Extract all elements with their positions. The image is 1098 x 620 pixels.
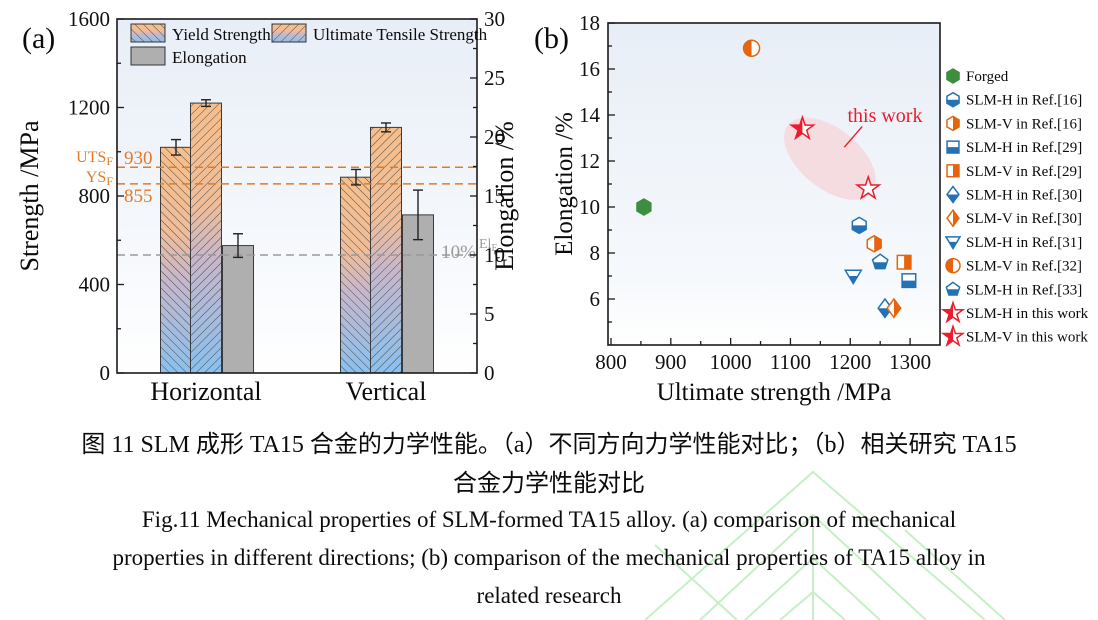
xtick-b: 900 bbox=[655, 350, 687, 374]
ytick-right: 10 bbox=[484, 243, 505, 267]
legend-icon-slm-h-in-ref-16- bbox=[946, 91, 960, 108]
ref-value-930: 930 bbox=[124, 148, 153, 169]
scatter-points bbox=[636, 39, 917, 319]
legend-a: Yield Strength Ultimate Tensile Strength E… bbox=[130, 23, 488, 67]
caption-zh-line2: 合金力学性能对比 bbox=[453, 471, 645, 497]
ticks-a bbox=[117, 18, 477, 374]
ytick-right: 0 bbox=[484, 361, 495, 385]
legend-icon-slm-h-in-ref-30- bbox=[946, 185, 960, 204]
ref-value-855: 855 bbox=[124, 186, 153, 207]
ytick-right: 5 bbox=[484, 302, 495, 326]
legend-icon-slm-v-in-ref-29- bbox=[946, 164, 960, 178]
point-slm-h-in-ref-16- bbox=[851, 216, 867, 235]
point-slm-v-in-ref-29- bbox=[896, 254, 912, 270]
ref-label-10pct: 10% bbox=[441, 242, 476, 263]
ytick-b: 10 bbox=[579, 195, 600, 219]
ytick-b: 18 bbox=[579, 11, 600, 35]
ytick-right: 25 bbox=[484, 66, 505, 90]
category-horizontal: Horizontal bbox=[150, 377, 261, 406]
bars bbox=[160, 102, 434, 374]
panel-label-a: (a) bbox=[22, 22, 55, 55]
legend-icon-slm-h-in-this-work bbox=[940, 300, 966, 324]
ytick-b: 6 bbox=[590, 287, 601, 311]
legend-icon-slm-v-in-ref-16- bbox=[946, 115, 960, 132]
point-slm-h-in-ref-31- bbox=[843, 269, 863, 286]
annotation-this-work: this work bbox=[847, 105, 922, 127]
ytick-right: 30 bbox=[484, 7, 505, 31]
legend-icon-slm-h-in-ref-31- bbox=[944, 236, 962, 251]
legend-icon-slm-v-in-ref-30- bbox=[946, 208, 960, 228]
point-slm-v-in-this-work bbox=[788, 114, 816, 141]
legend-label-elongation: Elongation bbox=[172, 48, 247, 67]
ytick-left: 800 bbox=[79, 184, 111, 208]
caption-zh-line1: 图 11 SLM 成形 TA15 合金的力学性能。（a）不同方向力学性能对比；（… bbox=[81, 432, 1017, 458]
ytick-b: 12 bbox=[579, 149, 600, 173]
legend-icon-slm-v-in-ref-32- bbox=[945, 257, 961, 274]
ytick-b: 14 bbox=[579, 103, 601, 127]
legend-label-yield: Yield Strength bbox=[172, 25, 271, 44]
axis-title-elongation-a: Elongation /% bbox=[490, 121, 519, 270]
ytick-right: 20 bbox=[484, 125, 505, 149]
chart-a-bar-chart: UTSF 930 YSF 855 10% ElF 0 400 800 1200 1600 0 5 10 15… bbox=[15, 7, 519, 406]
ref-label-utsf: UTSF bbox=[76, 149, 113, 168]
ytick-left: 1200 bbox=[68, 96, 110, 120]
axis-title-ultimate-strength: Ultimate strength /MPa bbox=[657, 379, 892, 406]
legend-label: SLM-H in Ref.[33] bbox=[966, 282, 1082, 298]
caption-en-line2: properties in different directions; (b) … bbox=[112, 545, 986, 570]
chart-b-scatter-plot: this work 800 900 1000 1100 1200 1300 6 8 10 12 14 1… bbox=[534, 11, 1089, 406]
error-bars bbox=[171, 99, 423, 259]
point-slm-v-in-ref-30- bbox=[886, 297, 902, 319]
caption-en-line3: related research bbox=[476, 583, 622, 608]
point-slm-v-in-ref-32- bbox=[742, 39, 761, 58]
reference-lines: UTSF 930 YSF 855 10% ElF bbox=[76, 148, 497, 263]
ytick-left: 400 bbox=[79, 273, 111, 297]
legend-label: SLM-V in Ref.[32] bbox=[966, 259, 1082, 275]
ref-label-ysf: YSF bbox=[86, 169, 113, 188]
ytick-left: 0 bbox=[100, 361, 111, 385]
plot-area-b bbox=[608, 23, 940, 345]
ytick-right: 15 bbox=[484, 184, 505, 208]
ref-label-elf: ElF bbox=[479, 237, 497, 254]
legend-label: SLM-V in Ref.[29] bbox=[966, 164, 1082, 180]
panel-label-b: (b) bbox=[534, 22, 569, 55]
point-slm-h-in-this-work bbox=[854, 174, 882, 201]
ticks-b bbox=[608, 22, 911, 345]
point-slm-h-in-ref-33- bbox=[871, 253, 889, 270]
xtick-b: 1100 bbox=[770, 350, 811, 374]
legend-label: SLM-H in this work bbox=[966, 306, 1089, 322]
point-slm-v-in-ref-16- bbox=[866, 234, 882, 253]
legend-label: SLM-H in Ref.[31] bbox=[966, 235, 1082, 251]
ytick-b: 8 bbox=[590, 241, 601, 265]
axis-title-strength: Strength /MPa bbox=[15, 120, 44, 271]
caption-en-line1: Fig.11 Mechanical properties of SLM-form… bbox=[141, 507, 957, 532]
legend-label: SLM-H in Ref.[30] bbox=[966, 188, 1082, 204]
legend-label-uts: Ultimate Tensile Strength bbox=[313, 25, 488, 44]
legend-icon-slm-h-in-ref-33- bbox=[945, 281, 961, 296]
legend-icon-forged bbox=[946, 68, 960, 84]
category-vertical: Vertical bbox=[346, 377, 427, 406]
point-slm-h-in-ref-29- bbox=[901, 273, 917, 289]
legend-icon-slm-h-in-ref-29- bbox=[946, 140, 960, 154]
legend-label: SLM-H in Ref.[16] bbox=[966, 93, 1082, 109]
bar-horizontal-elongation bbox=[222, 245, 254, 374]
legend-swatch-elongation bbox=[130, 46, 166, 66]
axis-title-elongation-b: Elongation /% bbox=[551, 112, 578, 256]
legend-label: SLM-V in this work bbox=[966, 330, 1088, 346]
legend-icon-slm-v-in-this-work bbox=[940, 323, 966, 348]
xtick-b: 800 bbox=[595, 350, 627, 374]
legend-b: Forged SLM-H in Ref.[16] SLM-V in Ref.[16]… bbox=[940, 68, 1089, 348]
legend-label: Forged bbox=[966, 69, 1009, 85]
this-work-highlight-ellipse bbox=[784, 117, 876, 200]
ytick-b: 16 bbox=[579, 57, 600, 81]
legend-label: SLM-V in Ref.[16] bbox=[966, 116, 1082, 132]
xtick-b: 1200 bbox=[829, 350, 871, 374]
ytick-left: 1600 bbox=[68, 7, 110, 31]
legend-label: SLM-H in Ref.[29] bbox=[966, 140, 1082, 156]
xtick-b: 1000 bbox=[710, 350, 752, 374]
annotation-leader-line bbox=[843, 126, 863, 148]
xtick-b: 1300 bbox=[889, 350, 931, 374]
legend-label: SLM-V in Ref.[30] bbox=[966, 211, 1082, 227]
point-forged bbox=[636, 198, 652, 216]
